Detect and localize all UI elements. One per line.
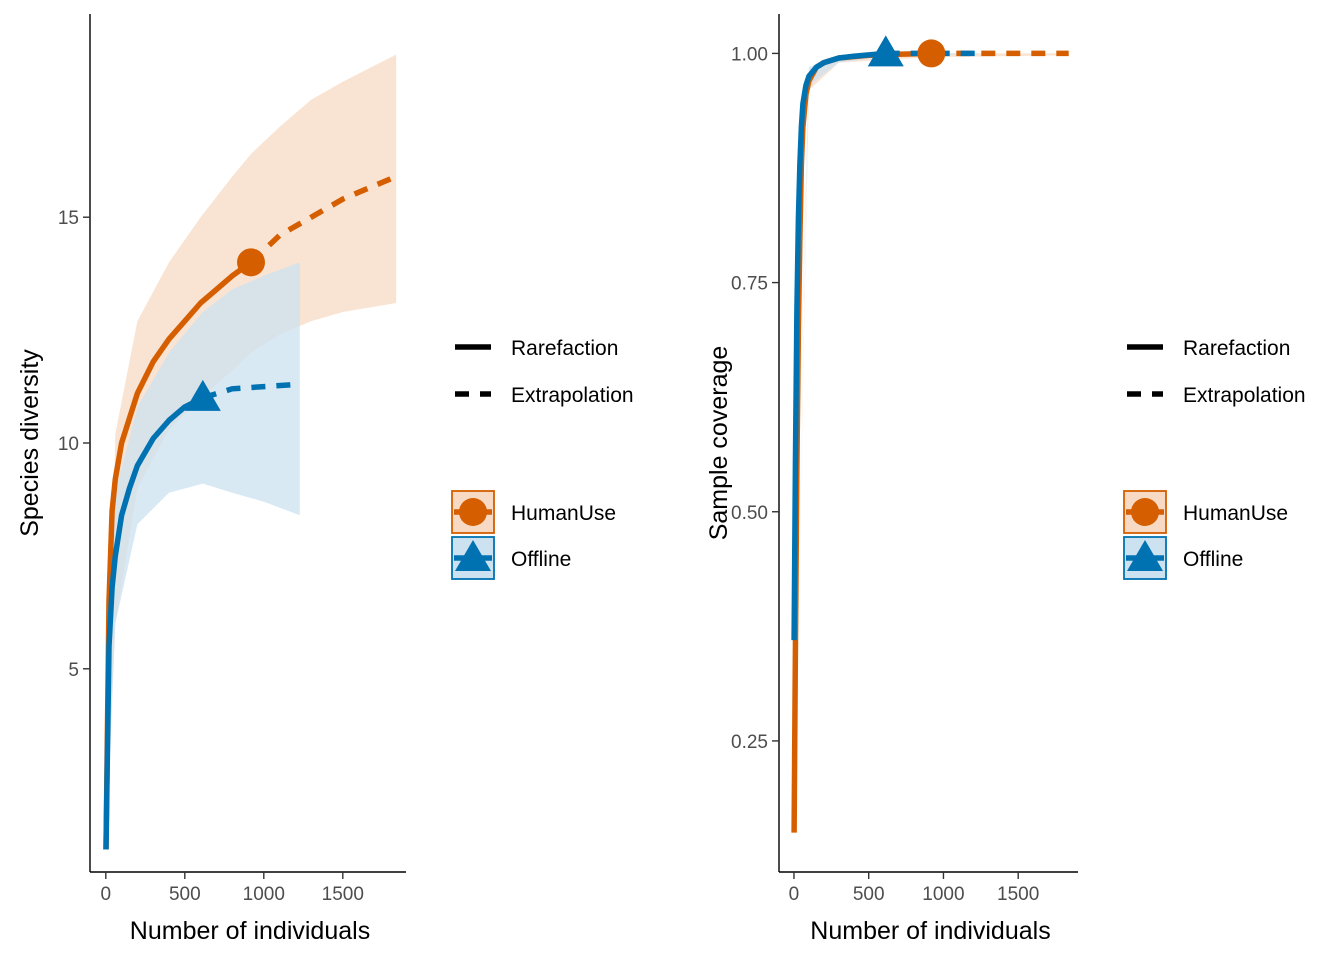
y-tick-label: 0.75 <box>731 274 768 295</box>
legend-label-rarefaction: Rarefaction <box>511 337 618 360</box>
extrapolation-line-humanuse <box>249 174 398 265</box>
legend-circle-icon <box>1131 498 1159 526</box>
observed-point-offline <box>867 35 904 67</box>
legend-label-offline: Offline <box>1183 548 1243 571</box>
legend-triangle-icon <box>1127 540 1163 571</box>
legend-triangle-icon <box>455 540 491 571</box>
extrapolation-line-offline <box>201 381 300 401</box>
y-tick-label: 10 <box>58 434 79 455</box>
legend-panel-1: Rarefaction Extrapolation HumanUse Offline <box>451 337 634 580</box>
y-tick-label: 0.25 <box>731 732 768 753</box>
x-tick-label: 0 <box>101 884 112 905</box>
legend-label-offline: Offline <box>511 548 571 571</box>
legend-panel-2: Rarefaction Extrapolation HumanUse Offline <box>1123 337 1306 580</box>
ci-ribbon-offline <box>106 262 300 850</box>
x-tick-label: 1500 <box>997 884 1039 905</box>
y-tick-label: 0.50 <box>731 503 768 524</box>
y-tick-label: 15 <box>58 208 79 229</box>
rarefaction-line-humanuse <box>103 260 253 850</box>
x-tick-label: 1000 <box>243 884 285 905</box>
observed-point-humanuse <box>237 248 266 277</box>
legend-label-humanuse: HumanUse <box>511 502 616 525</box>
x-tick-label: 1000 <box>922 884 964 905</box>
x-tick-label: 1500 <box>322 884 364 905</box>
y-axis-title: Species diversity <box>16 349 44 537</box>
rarefaction-line-offline <box>791 50 886 641</box>
ci-ribbon-offline <box>794 53 978 641</box>
legend-label-extrapolation: Extrapolation <box>511 384 634 407</box>
ci-ribbon-humanuse <box>106 54 397 850</box>
x-tick-label: 500 <box>169 884 201 905</box>
legend-label-extrapolation: Extrapolation <box>1183 384 1306 407</box>
chart-panel-2: 0 500 1000 1500 0.25 0.50 0.75 1.00 Number of in… <box>705 14 1078 945</box>
legend-circle-icon <box>459 498 487 526</box>
x-axis-title: Number of individuals <box>810 917 1050 945</box>
observed-point-offline <box>184 379 221 411</box>
legend-label-humanuse: HumanUse <box>1183 502 1288 525</box>
observed-point-humanuse <box>917 39 946 68</box>
rarefaction-line-offline <box>103 395 205 850</box>
legend-label-rarefaction: Rarefaction <box>1183 337 1290 360</box>
x-axis-title: Number of individuals <box>130 917 370 945</box>
y-tick-label: 5 <box>68 660 79 681</box>
y-tick-label: 1.00 <box>731 44 768 65</box>
ci-ribbon-humanuse <box>794 53 1069 833</box>
rarefaction-line-humanuse <box>791 50 932 833</box>
chart-panel-1: 0 500 1000 1500 5 10 15 Number of individuals Sp… <box>16 14 406 945</box>
x-tick-label: 0 <box>789 884 800 905</box>
y-axis-title: Sample coverage <box>705 346 733 541</box>
x-tick-label: 500 <box>853 884 885 905</box>
